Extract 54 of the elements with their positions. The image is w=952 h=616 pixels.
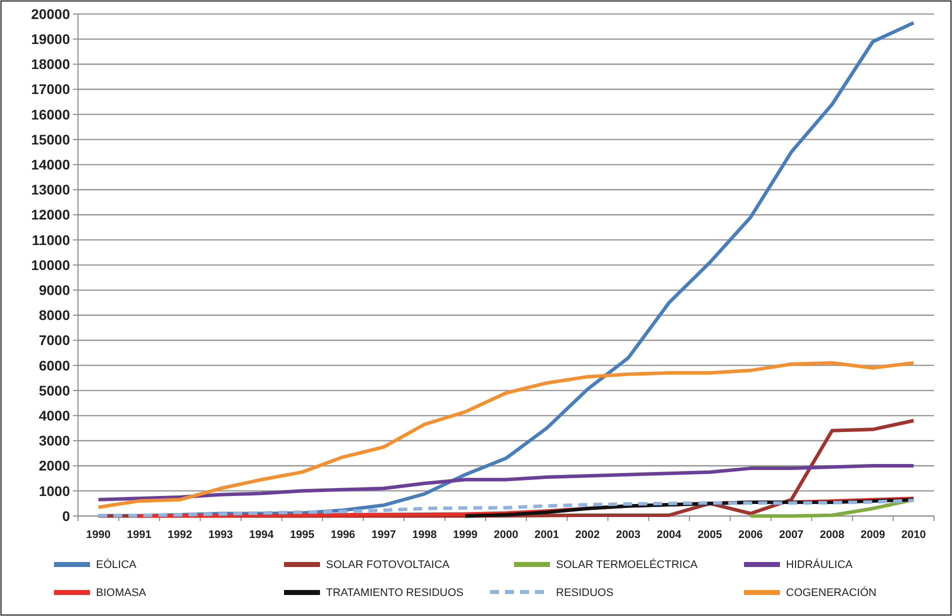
- y-tick-label: 13000: [31, 182, 70, 198]
- line-series: [748, 498, 916, 518]
- x-tick-label: 2004: [656, 529, 682, 541]
- x-tick-label: 1994: [249, 529, 275, 541]
- y-tick-label: 6000: [38, 357, 70, 374]
- y-tick-label: 3000: [38, 432, 70, 449]
- x-tick-label: 2001: [534, 529, 560, 541]
- y-tick-label: 15000: [31, 131, 70, 148]
- x-tick-label: 1998: [412, 529, 437, 541]
- y-tick-label: 9000: [38, 282, 70, 298]
- x-tick-label: 1995: [290, 529, 314, 541]
- y-tick-label: 1000: [38, 482, 70, 499]
- y-tick-label: 10000: [31, 256, 70, 273]
- y-tick-label: 19000: [31, 31, 70, 47]
- legend-label: RESIDUOS: [556, 586, 614, 599]
- y-tick-label: 7000: [38, 332, 70, 348]
- x-tick-label: 1993: [208, 529, 233, 541]
- legend-label: BIOMASA: [96, 586, 147, 599]
- line-series: [96, 361, 916, 509]
- x-tick-label: 1990: [86, 529, 111, 541]
- y-tick-label: 18000: [31, 56, 70, 72]
- y-tick-label: 5000: [38, 382, 70, 398]
- y-tick-label: 12000: [31, 206, 70, 223]
- line-series: [96, 464, 916, 502]
- x-tick-label: 2000: [494, 529, 518, 541]
- legend-label: HIDRÁULICA: [786, 558, 854, 571]
- x-tick-label: 2002: [575, 529, 600, 541]
- y-tick-label: 11000: [32, 232, 70, 248]
- x-tick-label: 1996: [330, 529, 356, 541]
- x-tick-label: 2006: [738, 529, 763, 541]
- x-tick-label: 2005: [698, 529, 722, 541]
- legend-label: TRATAMIENTO RESIDUOS: [326, 586, 464, 599]
- y-tick-label: 0: [62, 508, 70, 524]
- y-tick-label: 14000: [31, 156, 70, 172]
- x-tick-label: 2008: [820, 529, 844, 541]
- x-tick-label: 1999: [452, 529, 478, 541]
- x-tick-label: 2007: [779, 529, 804, 541]
- x-tick-label: 2010: [901, 529, 926, 541]
- y-tick-label: 4000: [38, 408, 70, 424]
- x-tick-label: 1997: [371, 529, 396, 541]
- legend-label: SOLAR FOTOVOLTAICA: [326, 558, 450, 571]
- x-tick-label: 1992: [168, 529, 192, 541]
- legend-label: SOLAR TERMOELÉCTRICA: [556, 558, 698, 571]
- x-tick-label: 2003: [616, 529, 641, 541]
- y-tick-label: 2000: [38, 458, 70, 474]
- y-tick-label: 20000: [31, 6, 70, 22]
- x-tick-label: 2009: [860, 529, 886, 541]
- x-tick-label: 1991: [126, 529, 152, 541]
- legend-label: EÓLICA: [96, 558, 138, 571]
- y-tick-label: 8000: [38, 307, 70, 324]
- y-tick-label: 16000: [31, 106, 70, 122]
- line-series: [96, 498, 916, 518]
- y-tick-label: 17000: [31, 81, 70, 98]
- legend-label: COGENERACIÓN: [786, 586, 877, 599]
